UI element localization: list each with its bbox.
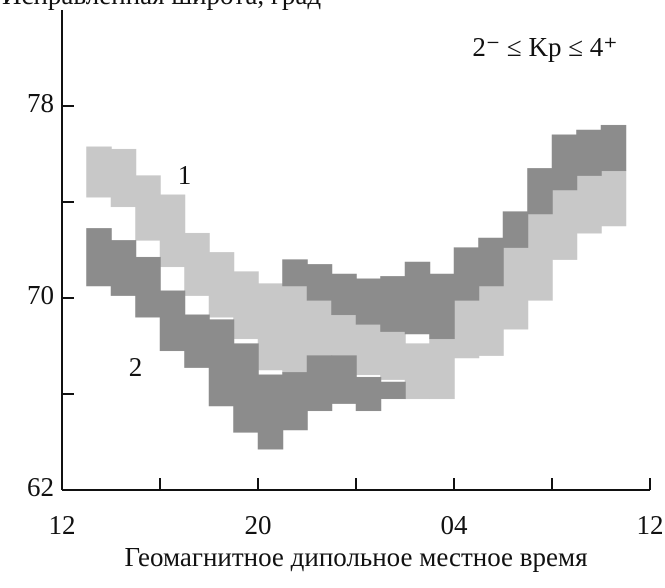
band-segment <box>551 134 578 191</box>
band-segment <box>282 372 308 431</box>
band-segment <box>478 237 504 287</box>
x-tick-label: 04 <box>441 510 469 540</box>
band-segment <box>282 285 308 373</box>
band-segment <box>429 273 455 340</box>
series-label: 1 <box>178 160 192 190</box>
band-segment <box>576 129 602 176</box>
band-segment <box>600 170 627 227</box>
band-segment <box>502 247 529 330</box>
x-tick-label: 12 <box>49 510 76 540</box>
band-segment <box>306 300 333 366</box>
band-segment <box>86 228 112 287</box>
band-segment <box>110 240 137 296</box>
y-tick-label: 70 <box>27 280 54 310</box>
band-segment <box>159 194 186 268</box>
band-segment <box>135 256 161 318</box>
band-segment <box>527 213 553 301</box>
band-segment <box>331 314 357 356</box>
annotation: 2⁻ ≤ Kp ≤ 4⁺ <box>472 32 617 62</box>
band-segment <box>527 168 553 215</box>
band-segment <box>576 175 602 234</box>
y-tick-label: 62 <box>27 472 54 502</box>
band-segment <box>380 331 406 380</box>
y-axis-label: Исправленная широта, град <box>2 0 321 10</box>
band-segment <box>159 290 186 352</box>
band-segment <box>282 259 308 287</box>
x-tick-label: 20 <box>245 510 272 540</box>
band-segment <box>404 261 431 335</box>
y-tick-label: 78 <box>27 88 54 118</box>
x-axis-label: Геомагнитное дипольное местное время <box>124 542 587 572</box>
band-segment <box>184 314 210 368</box>
band-segment <box>404 343 431 400</box>
band-segment <box>306 355 333 412</box>
band-segment <box>600 124 627 172</box>
band-segment <box>86 146 112 198</box>
band-segment <box>184 232 210 296</box>
band-segment <box>502 211 529 248</box>
band-segment <box>208 319 235 407</box>
band-segment <box>233 343 259 433</box>
band-segment <box>380 381 406 400</box>
band-segment <box>355 278 382 325</box>
band-segment <box>355 324 382 376</box>
band-segment <box>380 276 406 332</box>
band-segment <box>331 273 357 316</box>
band-segment <box>453 297 480 359</box>
x-tick-label: 12 <box>637 510 664 540</box>
band-segment <box>135 175 161 241</box>
band-segment <box>233 271 259 340</box>
band-segment <box>355 376 382 412</box>
band-segment <box>306 264 333 301</box>
series-label: 2 <box>129 352 143 382</box>
band-segment <box>331 355 357 404</box>
band-segment <box>478 285 504 356</box>
band-segment <box>208 252 235 318</box>
band-segment <box>257 374 284 450</box>
band-segment <box>257 283 284 371</box>
band-segment <box>551 189 578 260</box>
band-segment <box>110 148 137 208</box>
band-segment <box>453 247 480 301</box>
band-segment <box>429 338 455 400</box>
